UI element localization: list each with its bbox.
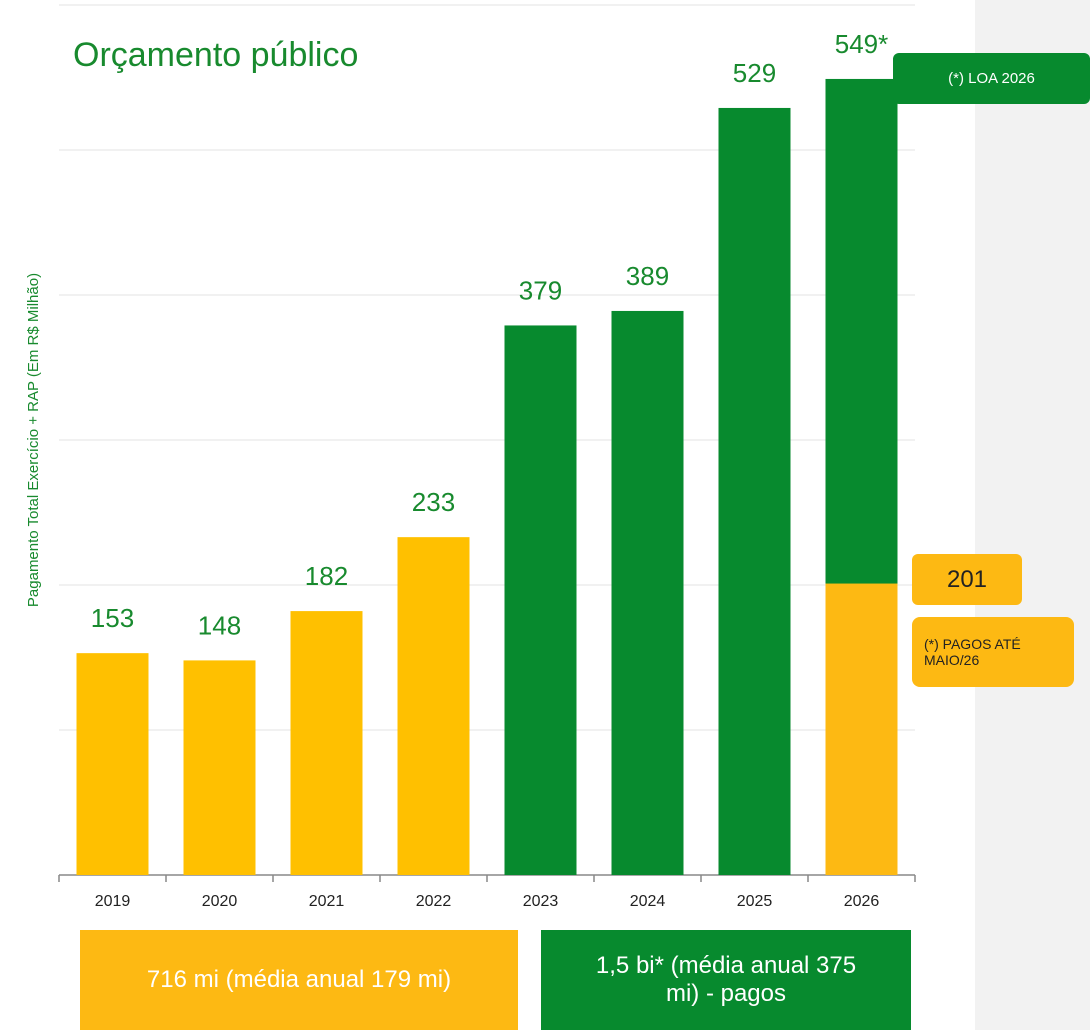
bar [718, 107, 791, 875]
bar [290, 611, 363, 875]
y-axis-label: Pagamento Total Exercício + RAP (Em R$ M… [25, 273, 42, 607]
value-label: 529 [733, 58, 776, 88]
x-tick-label: 2022 [416, 893, 452, 910]
bar [611, 310, 684, 875]
chart-title: Orçamento público [73, 36, 358, 74]
bar [183, 660, 256, 875]
value-label: 148 [198, 610, 241, 640]
value-label: 153 [91, 603, 134, 633]
x-tick-label: 2021 [309, 893, 345, 910]
side-panel [975, 0, 1090, 1030]
x-tick-label: 2026 [844, 893, 880, 910]
value-label: 549* [835, 29, 889, 59]
value-label: 379 [519, 275, 562, 305]
x-tick-label: 2023 [523, 893, 559, 910]
summary-pre: 716 mi (média anual 179 mi) [80, 930, 518, 1030]
x-tick-label: 2025 [737, 893, 773, 910]
value-callout: 201 [912, 554, 1022, 605]
value-label: 389 [626, 261, 669, 291]
x-tick-label: 2020 [202, 893, 238, 910]
bar [76, 653, 149, 875]
bar [825, 583, 898, 875]
value-label: 233 [412, 487, 455, 517]
pagos-note: (*) PAGOS ATÉ MAIO/26 [912, 617, 1074, 687]
loa-note: (*) LOA 2026 [893, 53, 1090, 104]
x-tick-label: 2024 [630, 893, 666, 910]
bar [397, 537, 470, 875]
value-label: 182 [305, 561, 348, 591]
bar [504, 325, 577, 875]
summary-post: 1,5 bi* (média anual 375 mi) - pagos [541, 930, 911, 1030]
x-tick-label: 2019 [95, 893, 131, 910]
